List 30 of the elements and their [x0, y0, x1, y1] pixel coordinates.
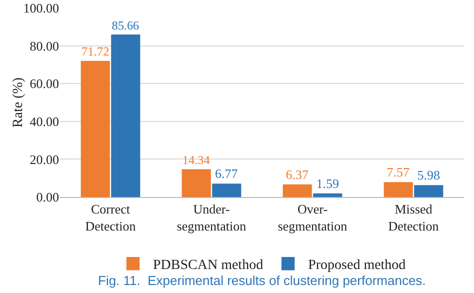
data-label: 6.37 — [286, 166, 309, 182]
bar — [384, 182, 413, 197]
data-label: 85.66 — [112, 18, 140, 32]
y-tick-label: 100.00 — [23, 0, 59, 16]
x-tick-label: Missed Detection — [388, 202, 440, 234]
data-label: 6.77 — [215, 166, 238, 182]
x-tick-label: Over- segmentation — [278, 202, 348, 234]
bar — [212, 184, 242, 197]
caption: Fig. 11. Experimental results of clustering performances. — [98, 273, 426, 288]
data-label: 5.98 — [417, 168, 440, 183]
bar — [111, 34, 140, 197]
x-tick-label: Correct Detection — [85, 202, 136, 234]
y-tick-label: 20.00 — [30, 152, 59, 167]
legend-label: Proposed method — [308, 258, 406, 274]
x-tick-label: Under- segmentation — [176, 202, 247, 234]
y-tick-label: 80.00 — [30, 38, 59, 54]
data-label: 1.59 — [316, 176, 340, 191]
legend-label: PDBSCAN method — [153, 258, 264, 274]
bar — [313, 193, 342, 197]
bar — [282, 184, 312, 197]
data-label: 71.72 — [81, 44, 110, 59]
data-label: 7.57 — [386, 164, 410, 180]
y-tick-label: 40.00 — [30, 114, 59, 129]
y-tick-label: 0.00 — [36, 190, 59, 205]
data-label: 14.34 — [182, 153, 210, 168]
y-tick-label: 60.00 — [30, 76, 59, 92]
y-axis-title: Rate (%) — [11, 77, 26, 128]
bar — [80, 60, 110, 197]
bar — [414, 185, 444, 197]
bar — [182, 169, 211, 197]
